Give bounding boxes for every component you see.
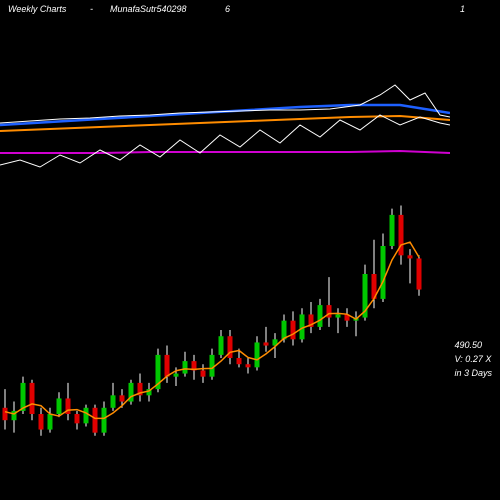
indicator-panel [0,75,450,170]
info-price: 490.50 [454,338,492,352]
info-volume: V: 0.27 X [454,352,492,366]
info-days: in 3 Days [454,366,492,380]
header-num2: 1 [460,4,465,14]
chart-header: Weekly Charts - MunafaSutr540298 6 1 [0,4,500,20]
header-num1: 6 [225,4,230,14]
info-box: 490.50 V: 0.27 X in 3 Days [454,338,492,380]
header-ticker: MunafaSutr540298 [110,4,187,14]
header-title: Weekly Charts [8,4,66,14]
header-dash: - [90,4,93,14]
price-panel [0,190,450,470]
